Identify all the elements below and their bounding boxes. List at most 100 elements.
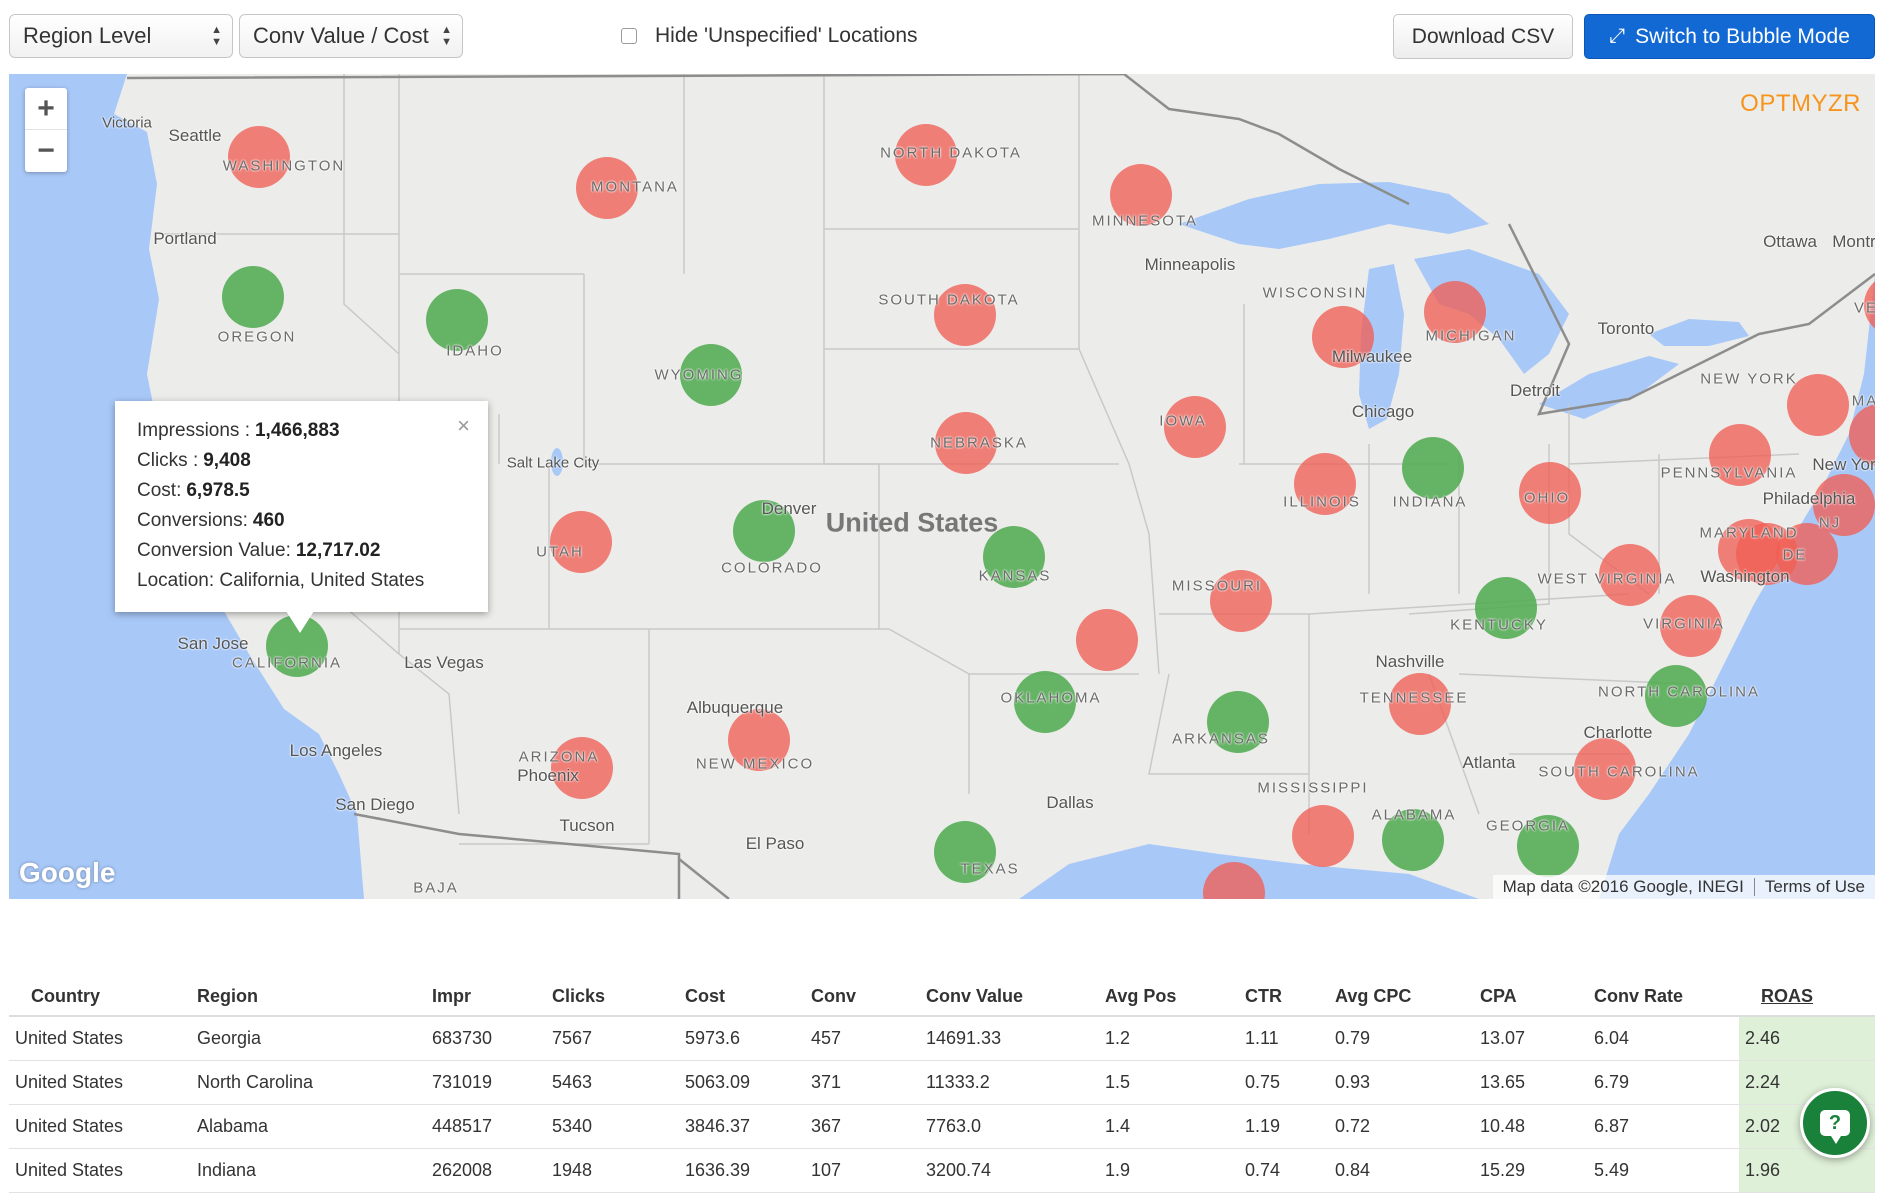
- terms-of-use-link[interactable]: Terms of Use: [1764, 877, 1865, 896]
- cell-avg-cpc: 0.93: [1335, 1060, 1480, 1105]
- cell-impr: 683730: [432, 1016, 552, 1061]
- column-header-avg-cpc[interactable]: Avg CPC: [1335, 978, 1480, 1017]
- column-header-impr[interactable]: Impr: [432, 978, 552, 1017]
- close-icon[interactable]: ×: [457, 413, 470, 438]
- region-bubble-wisconsin[interactable]: [1312, 306, 1374, 368]
- column-header-country[interactable]: Country: [9, 978, 197, 1017]
- city-label: Milwaukee: [1331, 347, 1413, 366]
- download-csv-label: Download CSV: [1411, 24, 1555, 48]
- cell-country: United States: [9, 1016, 197, 1061]
- region-bubble-michigan[interactable]: [1424, 281, 1486, 343]
- region-bubble-ohio[interactable]: [1519, 462, 1581, 524]
- download-csv-button[interactable]: Download CSV: [1393, 14, 1573, 59]
- metric-select[interactable]: Conv Value / Cost ▲ ▼: [239, 14, 463, 58]
- city-label: Montr: [1832, 232, 1875, 251]
- region-bubble-minnesota[interactable]: [1110, 164, 1172, 226]
- column-header-conv-rate[interactable]: Conv Rate: [1594, 978, 1739, 1017]
- region-bubble-texas[interactable]: [934, 821, 996, 883]
- cell-region: Georgia: [197, 1016, 432, 1061]
- state-label: MISSOURI: [1171, 577, 1263, 595]
- region-bubble-kansas[interactable]: [983, 526, 1045, 588]
- region-bubble-missouri[interactable]: [1210, 570, 1272, 632]
- google-logo: Google: [19, 857, 116, 888]
- region-bubble-utah[interactable]: [550, 511, 612, 573]
- cell-ctr: 1.11: [1245, 1016, 1335, 1061]
- info-window-pointer: [286, 611, 314, 633]
- column-header-conv[interactable]: Conv: [811, 978, 926, 1017]
- region-bubble-georgia[interactable]: [1517, 815, 1579, 877]
- region-bubble-illinois[interactable]: [1294, 453, 1356, 515]
- region-bubble-iowa[interactable]: [1164, 396, 1226, 458]
- cell-avg-pos: 1.9: [1105, 1148, 1245, 1193]
- switch-bubble-mode-button[interactable]: ⤢ Switch to Bubble Mode: [1584, 14, 1875, 59]
- column-header-avg-pos[interactable]: Avg Pos: [1105, 978, 1245, 1017]
- region-bubble-mississippi[interactable]: [1292, 805, 1354, 867]
- region-bubble-nebraska[interactable]: [935, 412, 997, 474]
- column-header-cpa[interactable]: CPA: [1480, 978, 1594, 1017]
- state-label: WASHINGTON: [222, 157, 346, 175]
- state-label: NORTH CAROLINA: [1598, 683, 1760, 701]
- column-header-region[interactable]: Region: [197, 978, 432, 1017]
- city-label: Las Vegas: [404, 653, 484, 672]
- city-label: Minneapolis: [1144, 255, 1236, 274]
- region-bubble-kentucky[interactable]: [1475, 577, 1537, 639]
- region-bubble-north-carolina[interactable]: [1645, 665, 1707, 727]
- region-bubble-wyoming[interactable]: [680, 344, 742, 406]
- zoom-in-button[interactable]: +: [25, 88, 67, 130]
- cell-cpa: 13.07: [1480, 1016, 1594, 1061]
- hide-unspecified-checkbox[interactable]: [621, 28, 637, 44]
- region-map[interactable]: + − OPTMYZR WASHINGTON MONTANA NORTH DAK…: [9, 74, 1875, 899]
- metric-select-value: Conv Value / Cost: [253, 23, 429, 48]
- zoom-out-button[interactable]: −: [37, 134, 55, 167]
- region-bubble-idaho[interactable]: [426, 289, 488, 351]
- state-label: NORTH DAKOTA: [880, 144, 1022, 162]
- city-label: Los Angeles: [289, 741, 383, 760]
- region-bubble-new-jersey[interactable]: [1813, 474, 1875, 536]
- region-bubble-virginia[interactable]: [1660, 595, 1722, 657]
- cell-region: North Carolina: [197, 1060, 432, 1105]
- city-label: Atlanta: [1462, 753, 1516, 772]
- region-bubble-alabama[interactable]: [1382, 809, 1444, 871]
- region-bubble-arizona[interactable]: [551, 737, 613, 799]
- region-bubble-arkansas[interactable]: [1207, 691, 1269, 753]
- region-bubble-montana[interactable]: [576, 157, 638, 219]
- column-header-cost[interactable]: Cost: [685, 978, 811, 1017]
- cell-clicks: 5463: [552, 1060, 685, 1105]
- region-bubble-dc[interactable]: [1736, 523, 1798, 585]
- cell-roas: 1.96: [1739, 1148, 1875, 1193]
- column-header-ctr[interactable]: CTR: [1245, 978, 1335, 1017]
- region-bubble-new-york[interactable]: [1787, 374, 1849, 436]
- column-header-roas[interactable]: ROAS: [1739, 978, 1875, 1017]
- state-label: ARIZONA: [518, 748, 600, 766]
- region-bubble-arkansas-red[interactable]: [1076, 609, 1138, 671]
- region-bubble-tennessee[interactable]: [1389, 673, 1451, 735]
- column-header-conv-value[interactable]: Conv Value: [926, 978, 1105, 1017]
- region-bubble-indiana[interactable]: [1402, 437, 1464, 499]
- city-label: Portland: [153, 229, 217, 248]
- info-location: Location: California, United States: [137, 570, 425, 591]
- optmyzr-logo: OPTMYZR: [1740, 90, 1861, 117]
- city-label: Seattle: [168, 126, 222, 145]
- region-bubble-vermont[interactable]: [1864, 274, 1875, 336]
- region-bubble-west-virginia[interactable]: [1599, 544, 1661, 606]
- region-bubble-south-dakota[interactable]: [934, 284, 996, 346]
- region-bubble-pennsylvania[interactable]: [1709, 424, 1771, 486]
- region-level-select[interactable]: Region Level ▲ ▼: [9, 14, 233, 58]
- region-bubble-oklahoma[interactable]: [1014, 671, 1076, 733]
- column-header-clicks[interactable]: Clicks: [552, 978, 685, 1017]
- region-bubble-oregon[interactable]: [222, 266, 284, 328]
- switch-bubble-mode-label: Switch to Bubble Mode: [1635, 24, 1850, 48]
- region-bubble-new-mexico[interactable]: [728, 709, 790, 771]
- region-bubble-washington[interactable]: [228, 126, 290, 188]
- cell-cost: 5973.6: [685, 1016, 811, 1061]
- table-row: United States Alabama 448517 5340 3846.3…: [9, 1104, 1875, 1149]
- hide-unspecified-toggle[interactable]: Hide 'Unspecified' Locations: [621, 20, 918, 52]
- help-chat-icon: ?: [1820, 1110, 1850, 1144]
- help-chat-button[interactable]: ?: [1800, 1088, 1870, 1158]
- cell-avg-cpc: 0.84: [1335, 1148, 1480, 1193]
- region-bubble-south-carolina[interactable]: [1574, 738, 1636, 800]
- city-label: Nashville: [1375, 652, 1445, 671]
- region-bubble-north-dakota[interactable]: [895, 124, 957, 186]
- region-bubble-colorado[interactable]: [733, 500, 795, 562]
- state-label: NEW MEXICO: [695, 755, 815, 773]
